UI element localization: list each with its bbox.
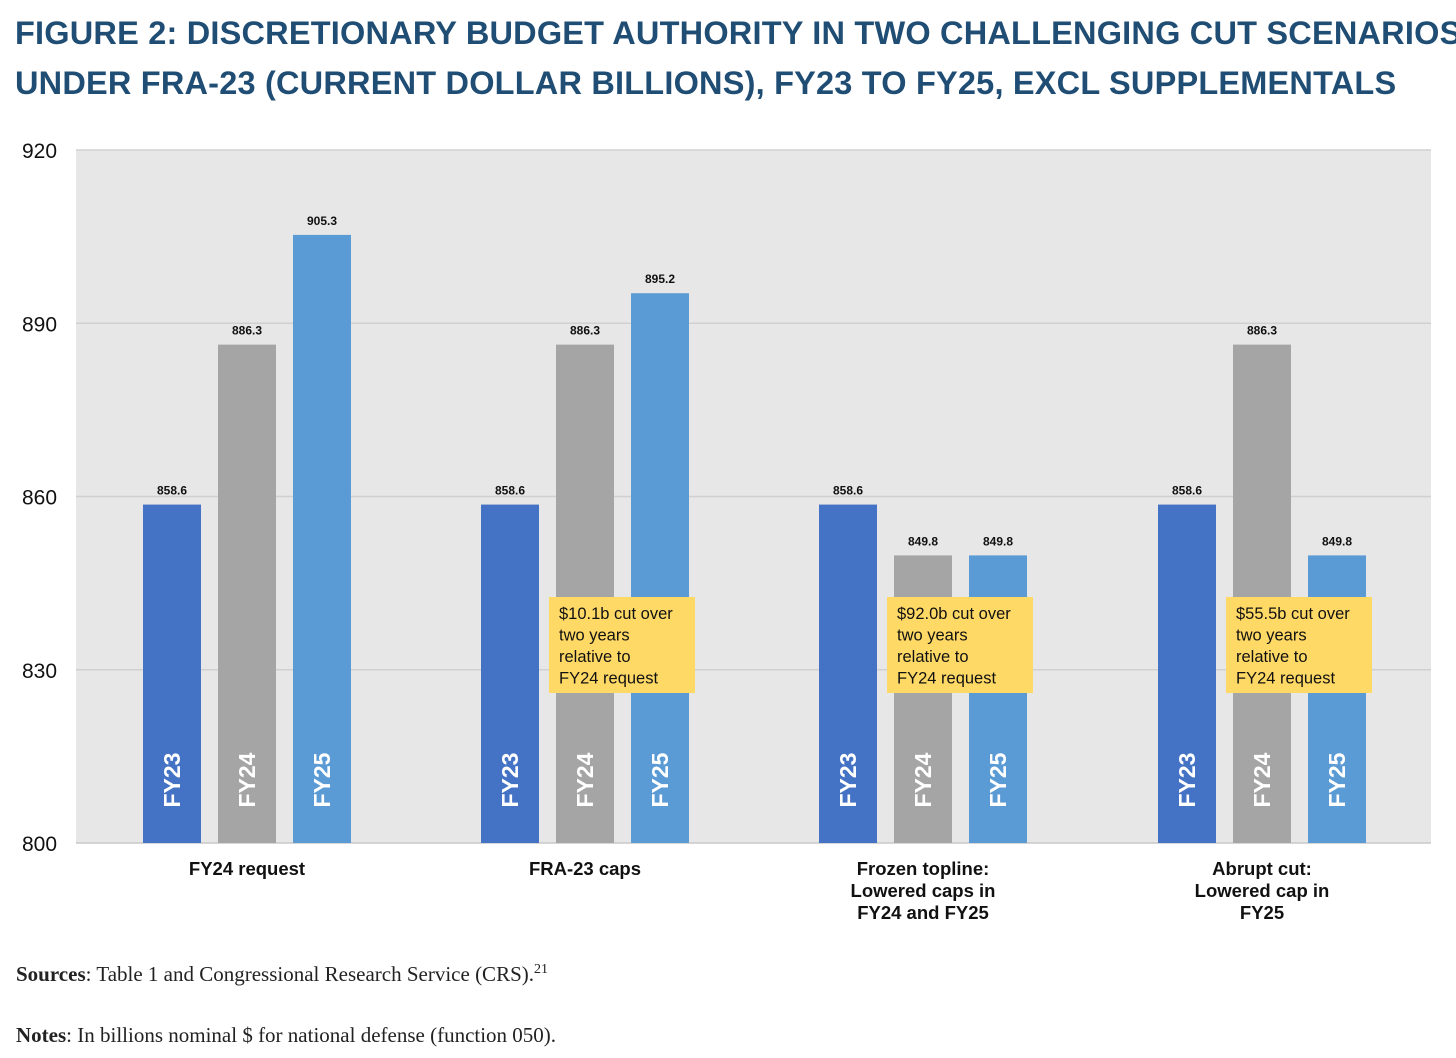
bar-series-label: FY25 bbox=[647, 752, 673, 807]
callout-box bbox=[887, 597, 1033, 693]
x-category-label: FRA-23 caps bbox=[529, 858, 641, 879]
callout-text: FY24 request bbox=[559, 670, 658, 688]
chart-title-line-1: FIGURE 2: DISCRETIONARY BUDGET AUTHORITY… bbox=[15, 15, 1456, 51]
bar-fy23 bbox=[819, 504, 877, 843]
bar-value-label: 886.3 bbox=[570, 324, 600, 338]
bar-series-label: FY24 bbox=[910, 752, 936, 807]
bar-series-label: FY24 bbox=[234, 752, 260, 807]
callout-text: $10.1b cut over bbox=[559, 605, 673, 623]
callout-text: two years bbox=[897, 627, 968, 645]
callout-text: two years bbox=[1236, 627, 1307, 645]
bar-chart: 800 830 860 890 920 858.6 FY23 858.6 FY23 858.6 FY… bbox=[22, 140, 1431, 923]
bar-series-label: FY25 bbox=[985, 752, 1011, 807]
bar-series-label: FY23 bbox=[1174, 753, 1200, 808]
bar-value-label: 849.8 bbox=[908, 534, 938, 548]
callout-text: relative to bbox=[897, 648, 969, 666]
y-tick-label: 800 bbox=[22, 833, 57, 856]
y-tick-label: 830 bbox=[22, 660, 57, 683]
callout-box bbox=[1226, 597, 1372, 693]
chart-title: FIGURE 2: DISCRETIONARY BUDGET AUTHORITY… bbox=[15, 8, 1456, 108]
y-tick-label: 860 bbox=[22, 487, 57, 510]
callout-text: FY24 request bbox=[1236, 670, 1335, 688]
notes-text: : In billions nominal $ for national def… bbox=[66, 1023, 557, 1047]
x-category-label: Lowered caps in bbox=[851, 880, 996, 901]
sources-text: : Table 1 and Congressional Research Ser… bbox=[85, 962, 534, 986]
y-tick-label: 920 bbox=[22, 140, 57, 163]
callout-text: relative to bbox=[1236, 648, 1308, 666]
bar-value-label: 905.3 bbox=[307, 214, 337, 228]
bar-value-label: 858.6 bbox=[1172, 484, 1202, 498]
bar-fy24 bbox=[556, 344, 614, 843]
bar-value-label: 858.6 bbox=[495, 484, 525, 498]
bar-series-label: FY24 bbox=[572, 752, 598, 807]
bar-value-label: 858.6 bbox=[157, 484, 187, 498]
x-category-label: FY24 and FY25 bbox=[857, 902, 989, 923]
chart-title-line-2: UNDER FRA-23 (CURRENT DOLLAR BILLIONS), … bbox=[15, 65, 1397, 101]
x-category-label: Lowered cap in bbox=[1195, 880, 1330, 901]
bar-series-label: FY23 bbox=[159, 753, 185, 808]
bar-fy23 bbox=[481, 504, 539, 843]
bar-fy24 bbox=[218, 344, 276, 843]
callout-text: $92.0b cut over bbox=[897, 605, 1011, 623]
bar-fy25 bbox=[293, 234, 351, 843]
sources-footnote-ref: 21 bbox=[534, 962, 548, 977]
x-category-label: Frozen topline: bbox=[857, 858, 990, 879]
notes-text-block: Notes: In billions nominal $ for nationa… bbox=[16, 1023, 556, 1048]
sources-label: Sources bbox=[16, 962, 86, 986]
callout-text: $55.5b cut over bbox=[1236, 605, 1350, 623]
bar-fy25 bbox=[631, 293, 689, 844]
x-category-label: FY24 request bbox=[189, 858, 305, 879]
sources-note: Sources: Table 1 and Congressional Resea… bbox=[16, 962, 548, 987]
bar-series-label: FY25 bbox=[1324, 752, 1350, 807]
callout-text: two years bbox=[559, 627, 630, 645]
x-category-label: FY25 bbox=[1240, 902, 1284, 923]
callout-text: FY24 request bbox=[897, 670, 996, 688]
bar-fy23 bbox=[1158, 504, 1216, 843]
bar-series-label: FY24 bbox=[1249, 752, 1275, 807]
bar-value-label: 886.3 bbox=[1247, 324, 1277, 338]
callout-box bbox=[549, 597, 695, 693]
bar-value-label: 849.8 bbox=[1322, 534, 1352, 548]
bar-value-label: 886.3 bbox=[232, 324, 262, 338]
bar-value-label: 849.8 bbox=[983, 534, 1013, 548]
callout-text: relative to bbox=[559, 648, 631, 666]
bar-fy24 bbox=[1233, 344, 1291, 843]
bar-value-label: 895.2 bbox=[645, 272, 675, 286]
bar-series-label: FY25 bbox=[309, 752, 335, 807]
x-category-label: Abrupt cut: bbox=[1212, 858, 1312, 879]
y-tick-label: 890 bbox=[22, 313, 57, 336]
bar-fy23 bbox=[143, 504, 201, 843]
bar-value-label: 858.6 bbox=[833, 484, 863, 498]
bar-series-label: FY23 bbox=[835, 753, 861, 808]
bar-series-label: FY23 bbox=[497, 753, 523, 808]
notes-label: Notes bbox=[16, 1023, 67, 1047]
